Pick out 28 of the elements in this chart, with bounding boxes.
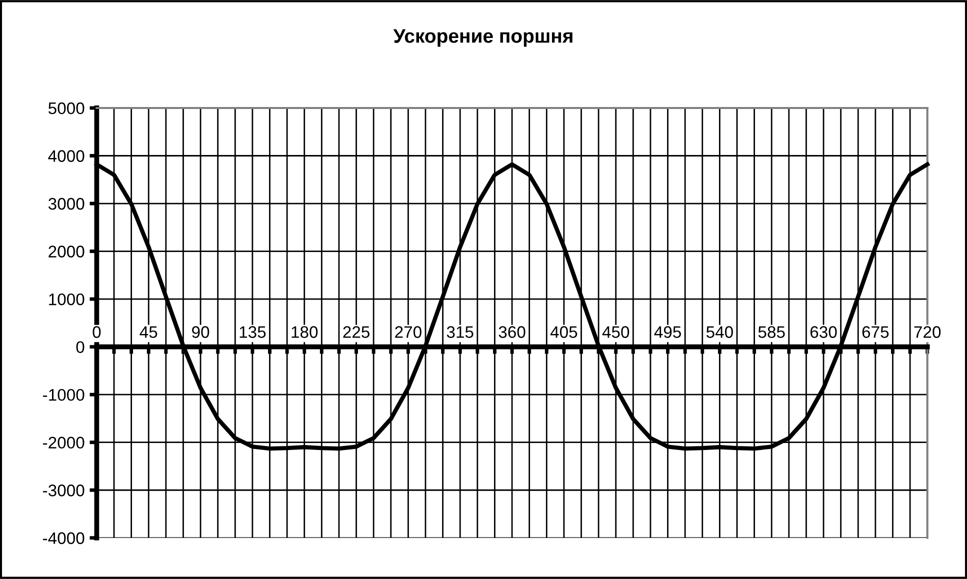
x-tick-label: 0	[92, 326, 101, 338]
x-tick-label: 540	[706, 326, 733, 338]
x-tick-label: 180	[292, 326, 318, 338]
y-tick-label: -2000	[43, 436, 84, 449]
y-tick-label: 0	[76, 341, 84, 354]
x-tick-label: 675	[862, 326, 889, 338]
chart-title: Ускорение поршня	[393, 29, 572, 47]
y-tick-label: -1000	[43, 388, 84, 401]
y-tick-label: -3000	[43, 484, 84, 496]
x-tick-label: 315	[446, 326, 474, 338]
y-tick-label: 5000	[48, 102, 84, 114]
y-tick-label: 1000	[49, 293, 84, 306]
x-tick-label: 585	[758, 326, 785, 338]
x-tick-label: 45	[140, 326, 158, 338]
x-tick-label: 720	[914, 326, 941, 338]
y-tick-label: -4000	[43, 532, 84, 544]
x-tick-label: 225	[343, 326, 370, 338]
x-tick-label: 90	[192, 326, 210, 338]
x-tick-label: 495	[654, 326, 681, 338]
x-tick-label: 630	[810, 326, 837, 338]
x-tick-label: 450	[602, 326, 630, 338]
y-tick-label: 2000	[48, 246, 84, 258]
x-tick-label: 135	[240, 326, 266, 338]
y-tick-label: 3000	[48, 198, 84, 210]
x-tick-label: 405	[550, 326, 578, 338]
y-tick-label: 4000	[48, 150, 84, 162]
x-tick-label: 360	[498, 326, 526, 338]
x-tick-label: 270	[395, 326, 422, 338]
